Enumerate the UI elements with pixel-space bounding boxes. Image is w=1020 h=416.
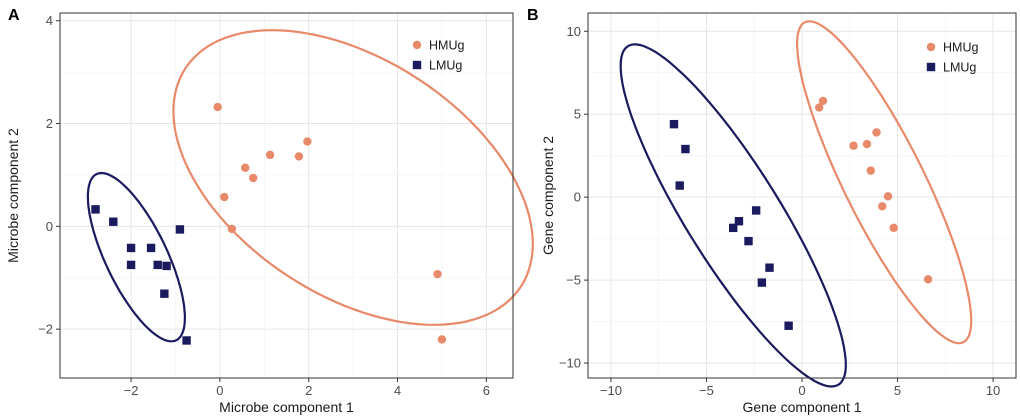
- y-tick-label: −10: [559, 356, 581, 371]
- plot-frame: [587, 12, 1017, 379]
- panel-label: B: [527, 7, 539, 24]
- x-tick-label: 0: [798, 383, 805, 398]
- legend-key-lmug: [412, 60, 422, 70]
- point-hmug: [294, 152, 304, 161]
- panel-a: −2 0 2 4 6 −2 0 2 4 HMUg LMUg Microbe component 1 Mi…: [5, 7, 534, 415]
- y-tick-label: −2: [38, 322, 53, 337]
- y-tick-label: −5: [566, 273, 581, 288]
- point-hmug: [265, 150, 275, 160]
- point-hmug: [883, 192, 893, 201]
- point-hmug: [889, 223, 898, 233]
- panel-b: −10 −5 0 5 10 −10 −5 0 5 10 HMUg LMUg Gene component…: [527, 7, 1017, 415]
- y-tick-label: 5: [574, 107, 581, 122]
- x-tick-label: −5: [699, 383, 714, 398]
- legend-label-lmug: LMUg: [943, 61, 976, 75]
- point-hmug: [923, 275, 933, 284]
- point-hmug: [220, 192, 229, 202]
- point-lmug: [126, 243, 136, 253]
- point-lmug: [182, 336, 191, 345]
- point-lmug: [669, 119, 679, 129]
- x-tick-label: 5: [894, 383, 901, 398]
- point-lmug: [784, 321, 793, 330]
- y-tick-label: 0: [574, 190, 581, 205]
- point-lmug: [91, 205, 100, 214]
- point-hmug: [866, 166, 875, 175]
- legend-label-lmug: LMUg: [429, 59, 462, 73]
- point-hmug: [814, 103, 824, 112]
- point-lmug: [162, 261, 171, 271]
- confidence-ellipse-hmug: [795, 20, 973, 345]
- point-lmug: [734, 217, 744, 226]
- point-hmug: [433, 269, 442, 279]
- point-hmug: [872, 128, 881, 137]
- point-lmug: [175, 225, 185, 234]
- legend-label-hmug: HMUg: [429, 39, 464, 53]
- x-tick-label: −2: [124, 383, 139, 398]
- plot-frame: [59, 12, 514, 379]
- point-lmug: [146, 243, 156, 253]
- panel-label: A: [8, 7, 20, 24]
- y-tick-label: 4: [46, 13, 53, 28]
- point-lmug: [765, 263, 774, 272]
- y-tick-label: 0: [46, 219, 53, 234]
- confidence-ellipse-lmug: [86, 171, 187, 343]
- point-hmug: [240, 163, 250, 172]
- point-lmug: [109, 217, 118, 226]
- point-lmug: [751, 206, 761, 215]
- confidence-ellipse-hmug: [172, 29, 534, 326]
- point-lmug: [744, 236, 753, 246]
- x-tick-label: 4: [394, 383, 401, 398]
- legend-key-hmug: [926, 42, 936, 52]
- x-axis-title: Microbe component 1: [219, 399, 354, 415]
- x-tick-label: 10: [986, 383, 1000, 398]
- point-lmug: [675, 181, 684, 190]
- point-hmug: [818, 96, 828, 106]
- point-hmug: [862, 139, 872, 149]
- legend-key-hmug: [412, 40, 422, 50]
- confidence-ellipse-lmug: [619, 43, 847, 388]
- point-hmug: [303, 137, 312, 146]
- x-tick-label: 2: [305, 383, 312, 398]
- point-lmug: [160, 289, 169, 298]
- legend-label-hmug: HMUg: [943, 41, 978, 55]
- y-tick-label: 10: [567, 24, 581, 39]
- point-hmug: [849, 141, 858, 150]
- point-lmug: [729, 223, 738, 233]
- point-lmug: [757, 278, 767, 287]
- point-hmug: [437, 335, 447, 344]
- point-hmug: [227, 224, 237, 234]
- point-lmug: [153, 260, 162, 270]
- point-hmug: [248, 173, 258, 183]
- x-tick-label: 6: [483, 383, 490, 398]
- legend-key-lmug: [926, 62, 936, 72]
- point-hmug: [878, 202, 887, 211]
- point-lmug: [681, 144, 690, 154]
- y-axis-title: Microbe component 2: [5, 128, 21, 263]
- y-axis-title: Gene component 2: [540, 136, 556, 255]
- x-axis-title: Gene component 1: [742, 399, 861, 415]
- point-hmug: [213, 102, 222, 112]
- y-tick-label: 2: [46, 116, 53, 131]
- x-tick-label: 0: [216, 383, 223, 398]
- x-tick-label: −10: [600, 383, 622, 398]
- point-lmug: [126, 260, 136, 270]
